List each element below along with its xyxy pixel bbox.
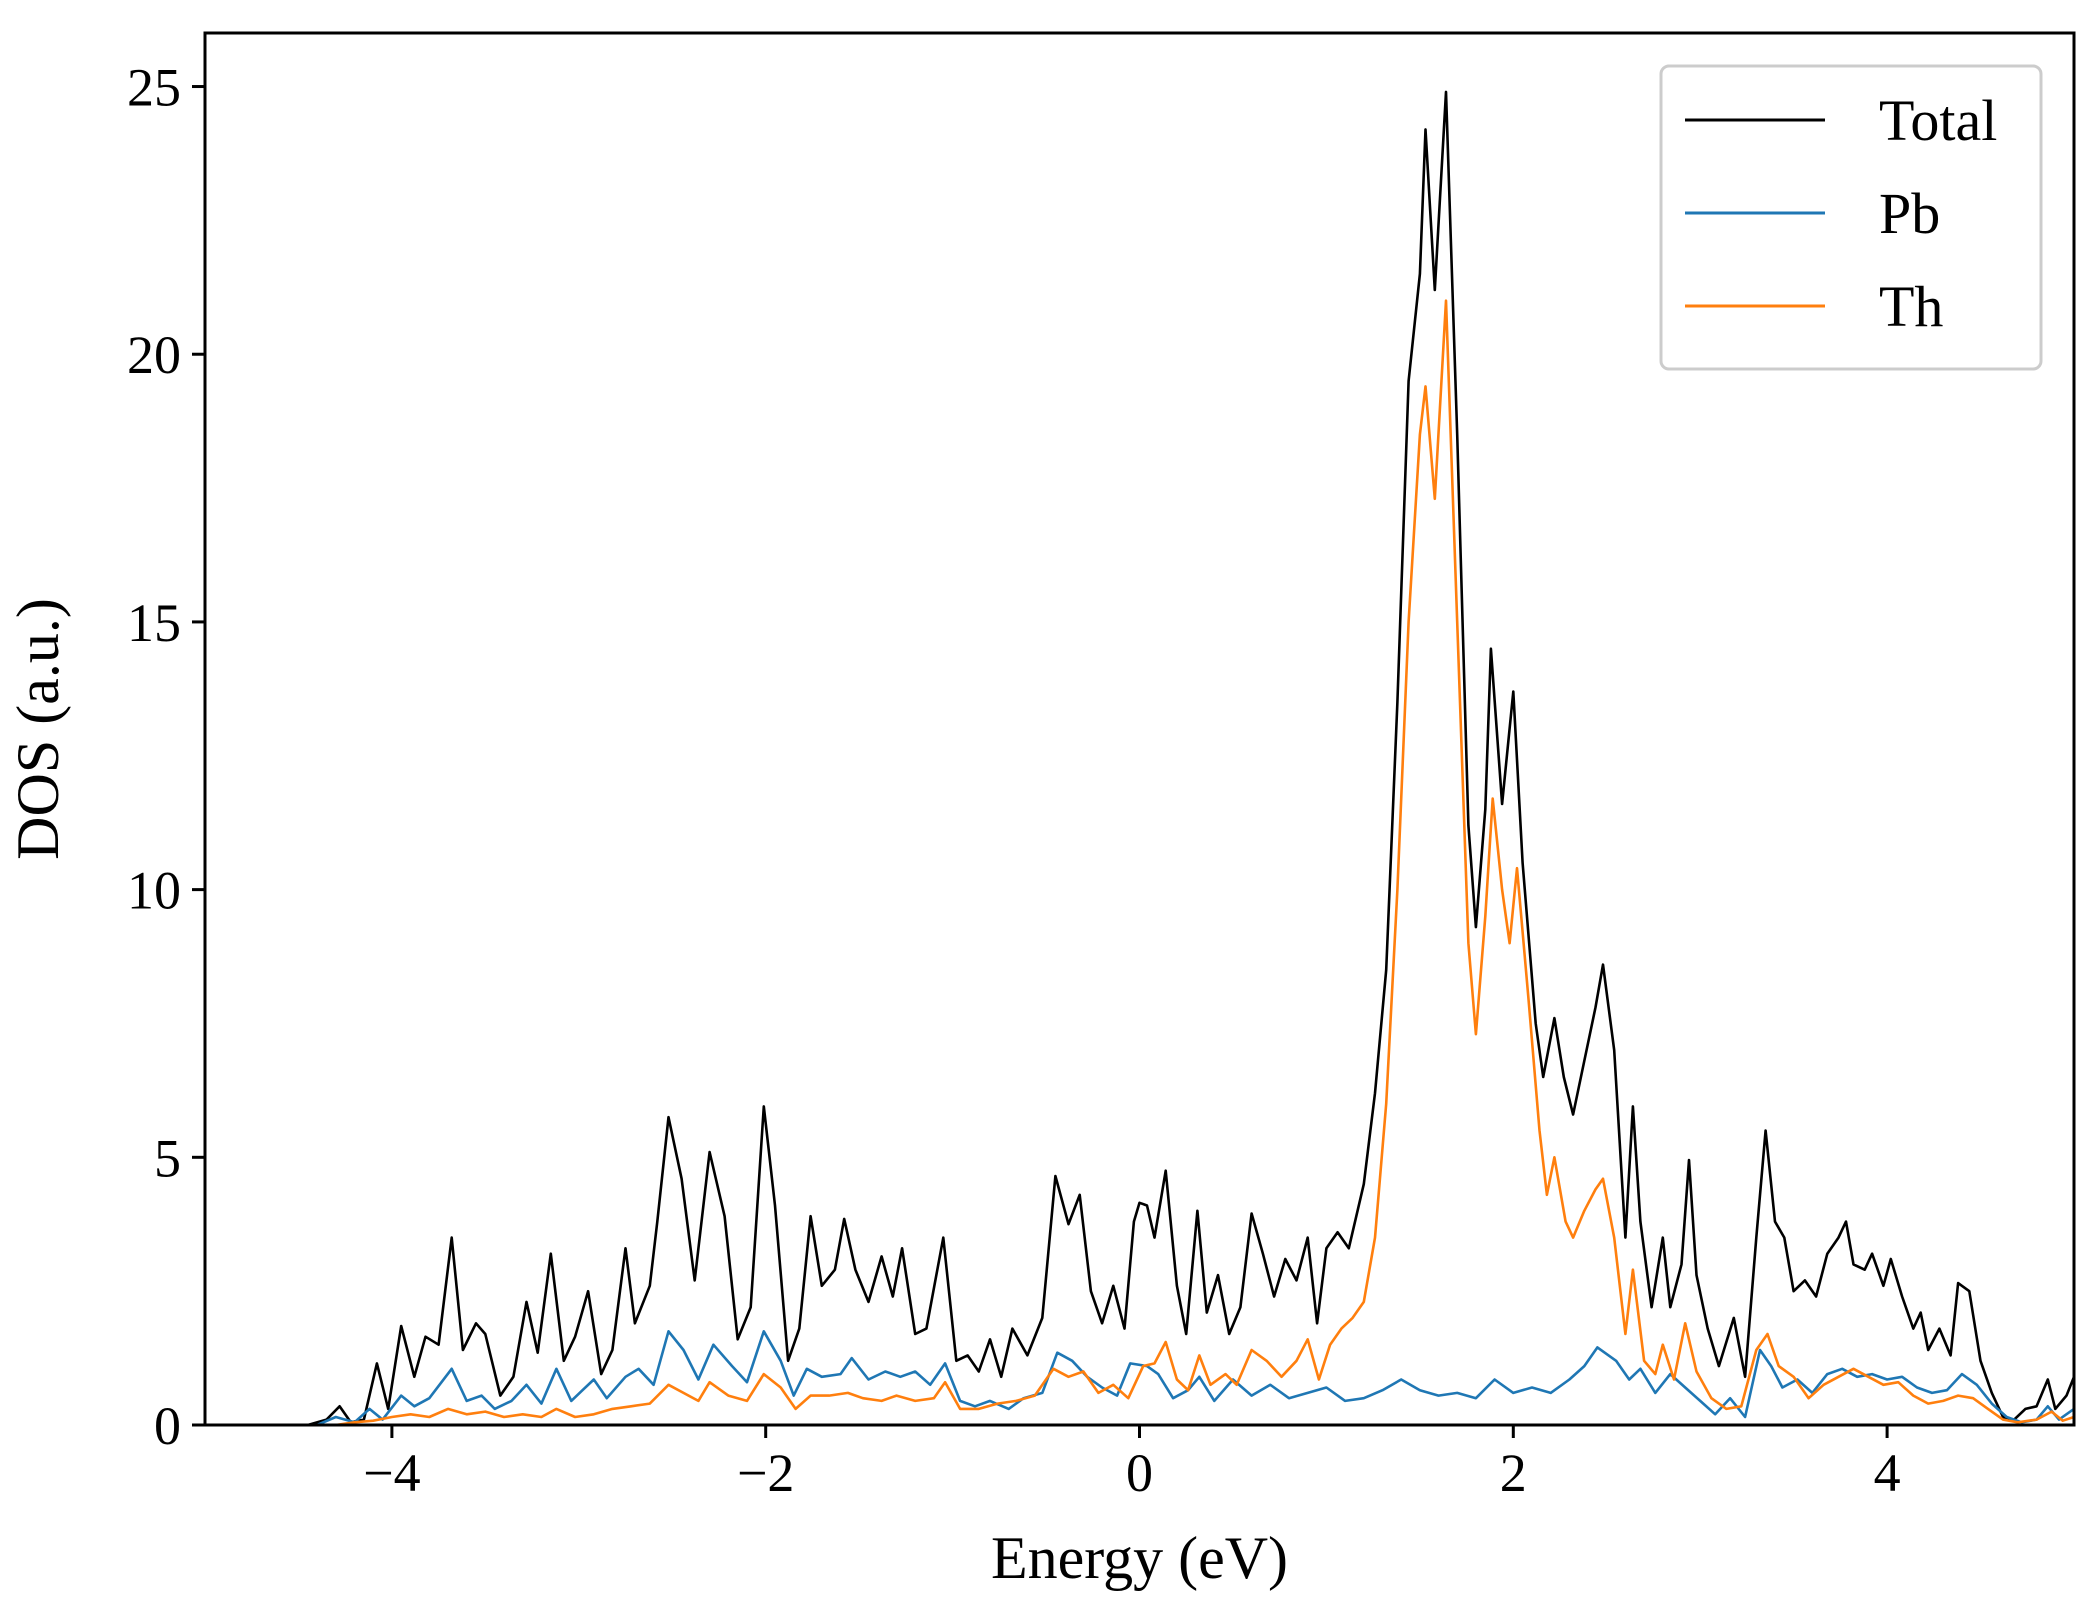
series-line-th [205,299,2074,1425]
legend: Total Pb Th [1659,64,2043,371]
x-tick-label: 0 [1126,1443,1153,1503]
legend-label-th: Th [1879,274,1943,339]
x-tick-label: −2 [737,1443,794,1503]
y-tick-label: 10 [127,861,181,921]
series-line-total [205,90,2074,1425]
x-tick-label: 4 [1874,1443,1901,1503]
series-lines [205,90,2074,1425]
y-tick-label: 25 [127,58,181,118]
axis-ticks: −4 −2 0 2 4 0 5 10 15 20 25 [127,58,1901,1503]
x-axis-label: Energy (eV) [991,1525,1288,1591]
y-tick-label: 5 [154,1128,181,1188]
legend-label-pb: Pb [1879,181,1940,246]
series-line-pb [205,1330,2074,1425]
x-tick-label: 2 [1500,1443,1527,1503]
legend-label-total: Total [1879,88,1997,153]
y-tick-label: 20 [127,325,181,385]
y-tick-label: 15 [127,593,181,653]
x-tick-label: −4 [363,1443,420,1503]
y-axis-label: DOS (a.u.) [5,598,71,860]
legend-box [1659,64,2043,371]
y-tick-label: 0 [154,1396,181,1456]
